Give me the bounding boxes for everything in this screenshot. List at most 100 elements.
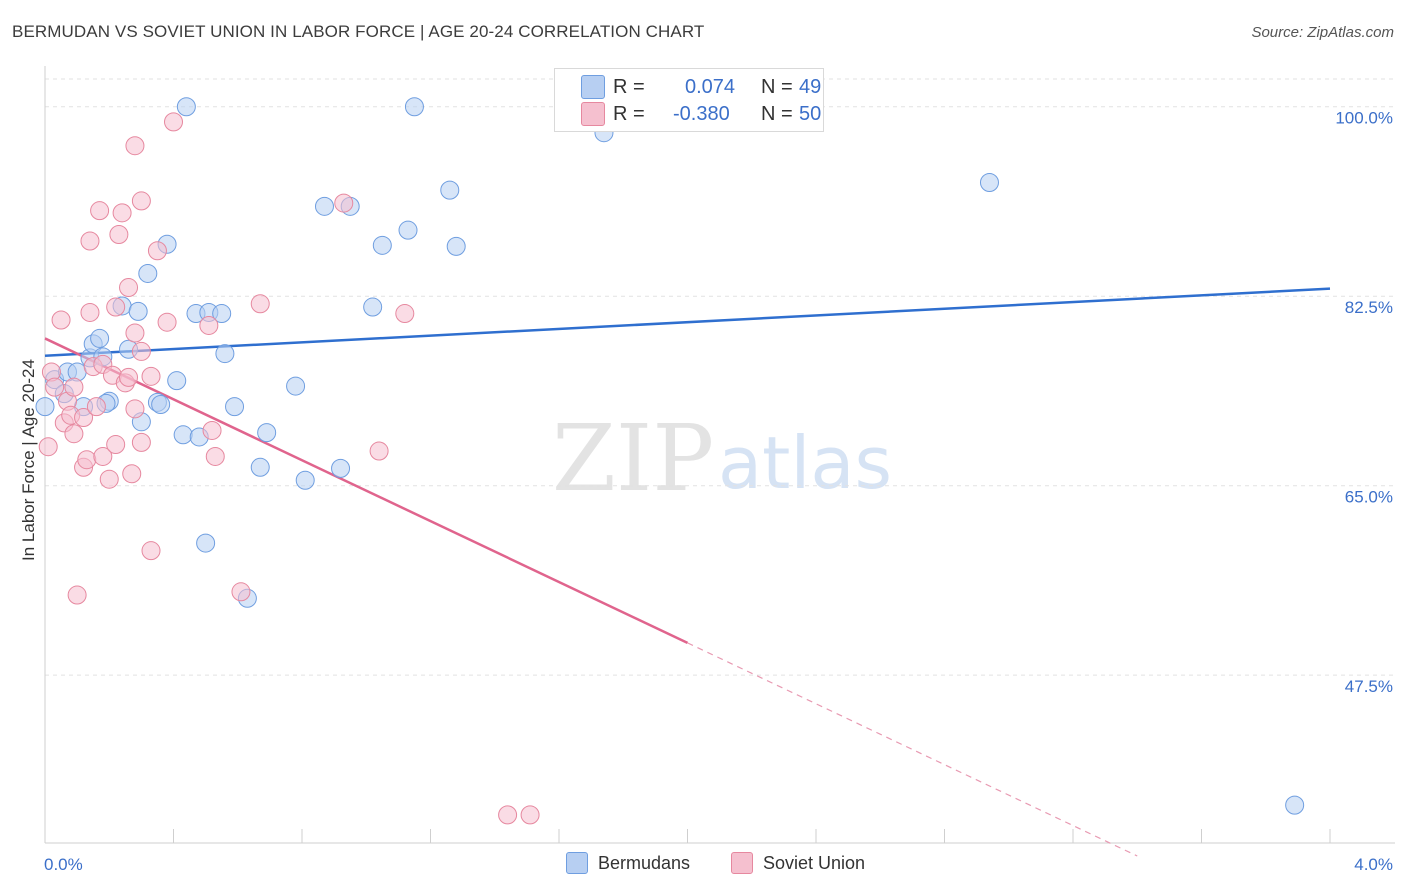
soviet-union-point (498, 805, 518, 825)
r-label: R = (613, 75, 645, 98)
bermudans-point (250, 457, 270, 477)
bermudans-point (331, 458, 351, 478)
bermudans-trend-line (44, 287, 1331, 358)
bermudans-point (225, 397, 245, 417)
soviet-union-point (93, 446, 113, 466)
soviet-union-point (157, 312, 177, 332)
soviet-union-point (395, 304, 415, 324)
n-value-bermudans: 49 (799, 75, 822, 98)
soviet-union-point (64, 377, 84, 397)
x-tick-label-min: 0.0% (44, 855, 83, 874)
soviet-union-point (74, 407, 94, 427)
bermudans-point (363, 297, 383, 317)
bermudans-point (398, 220, 418, 240)
soviet-union-point (77, 450, 97, 470)
y-tick-label: 100.0% (1335, 109, 1393, 128)
bermudans-point (212, 304, 232, 324)
soviet-union-point (80, 231, 100, 251)
legend-label-soviet-union: Soviet Union (763, 852, 866, 873)
bermudans-point (138, 263, 158, 283)
watermark: ZIP atlas (552, 405, 892, 512)
soviet-union-swatch (581, 102, 605, 126)
soviet-union-point (250, 294, 270, 314)
source-note: Source: ZipAtlas.com (1251, 24, 1394, 41)
soviet-union-trend-line (44, 337, 689, 645)
bermudans-point (90, 328, 110, 348)
bermudans-point (1285, 795, 1305, 815)
bermudans-point (215, 344, 235, 364)
soviet-union-point (125, 399, 145, 419)
watermark-atlas: atlas (718, 421, 892, 505)
chart-title: BERMUDAN VS SOVIET UNION IN LABOR FORCE … (12, 22, 705, 41)
soviet-union-point (125, 323, 145, 343)
legend-item-bermudans[interactable]: Bermudans (566, 852, 690, 874)
bermudans-point (257, 423, 277, 443)
soviet-union-point (131, 432, 151, 452)
watermark-zip: ZIP (552, 405, 714, 512)
soviet-union-point (131, 341, 151, 361)
soviet-union-point (80, 302, 100, 322)
bermudans-point (167, 371, 187, 391)
soviet-union-point (141, 366, 161, 386)
bermudans-point (979, 173, 999, 193)
soviet-union-point (520, 805, 540, 825)
r-value-soviet-union: -0.380 (673, 102, 730, 125)
soviet-union-point (231, 582, 251, 602)
axis-labels: 47.5% 65.0% 82.5% 100.0% 0.0% 4.0% In Labor Fo… (19, 109, 1393, 874)
soviet-union-point (51, 310, 71, 330)
y-tick-label: 47.5% (1345, 677, 1393, 696)
bermudans-point (440, 180, 460, 200)
soviet-union-point (119, 278, 139, 298)
legend-label-bermudans: Bermudans (598, 852, 691, 873)
y-tick-label: 65.0% (1345, 488, 1393, 507)
legend-item-soviet-union[interactable]: Soviet Union (731, 852, 865, 874)
n-label: N = (761, 75, 793, 98)
bermudans-point (151, 394, 171, 414)
soviet-union-point (202, 420, 222, 440)
bermudans-point (35, 397, 55, 417)
bermudans-point (446, 236, 466, 256)
soviet-union-point (164, 112, 183, 132)
soviet-union-point (119, 367, 139, 387)
soviet-union-point (64, 424, 84, 444)
r-label: R = (613, 102, 645, 125)
bermudans-swatch (566, 852, 588, 874)
stats-legend: R = 0.074 N = 49 R = -0.380 N = 50 (554, 68, 824, 132)
bermudans-swatch (581, 75, 605, 99)
bermudans-point (173, 425, 193, 445)
bermudans-point (295, 470, 315, 490)
soviet-union-point (90, 201, 110, 221)
trend-lines (44, 287, 1331, 857)
soviet-union-point (109, 224, 129, 244)
bermudans-point (286, 376, 306, 396)
soviet-union-point (147, 241, 167, 261)
soviet-union-point (131, 191, 151, 211)
soviet-union-point (199, 315, 219, 335)
soviet-union-point (334, 193, 354, 213)
data-points (35, 97, 1305, 825)
bermudans-point (128, 301, 148, 321)
x-tick-label-max: 4.0% (1354, 855, 1393, 874)
soviet-union-trend-line-extension (687, 642, 1138, 857)
r-value-bermudans: 0.074 (685, 75, 736, 98)
soviet-union-point (99, 469, 119, 489)
soviet-union-point (125, 136, 145, 156)
soviet-union-point (141, 541, 161, 561)
soviet-union-point (112, 203, 132, 223)
soviet-union-point (106, 435, 126, 455)
y-tick-label: 82.5% (1345, 298, 1393, 317)
bermudans-point (176, 97, 196, 117)
soviet-union-point (122, 464, 142, 484)
bermudans-point (372, 235, 392, 255)
soviet-union-point (106, 297, 126, 317)
soviet-union-point (38, 437, 58, 457)
y-axis-title: In Labor Force | Age 20-24 (19, 359, 38, 561)
bermudans-point (404, 97, 424, 117)
soviet-union-swatch (731, 852, 753, 874)
soviet-union-point (369, 441, 389, 461)
bermudans-point (196, 533, 216, 553)
soviet-union-point (67, 585, 87, 605)
soviet-union-point (45, 377, 65, 397)
soviet-union-point (86, 397, 106, 417)
